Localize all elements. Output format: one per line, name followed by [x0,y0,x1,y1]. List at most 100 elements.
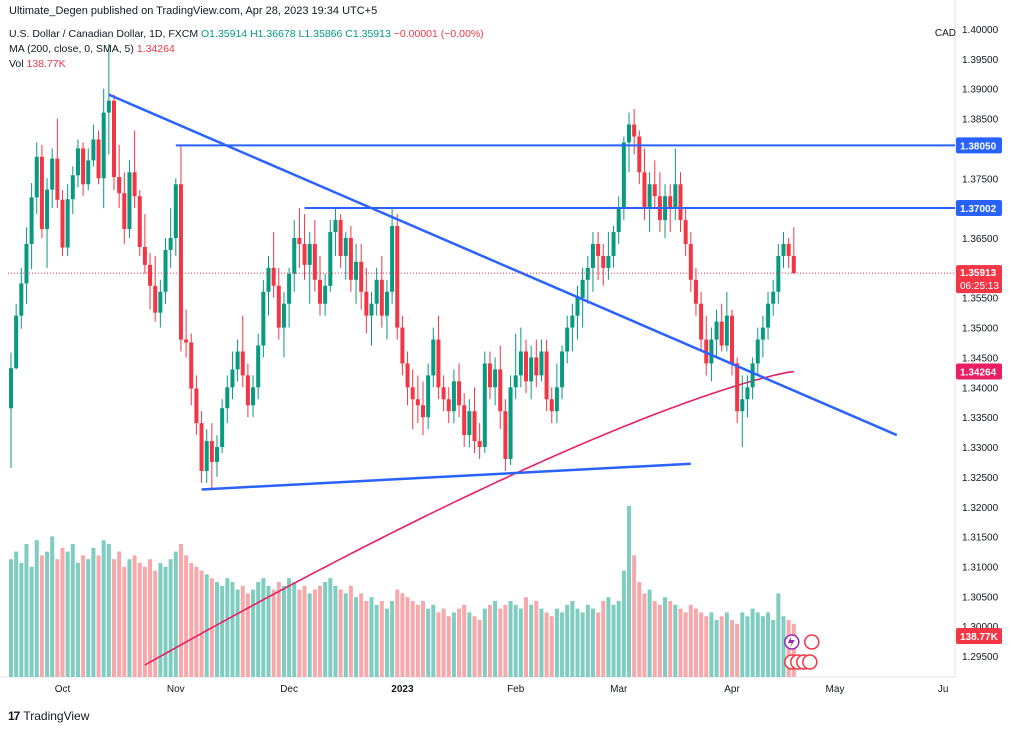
candle-body [776,255,781,292]
tradingview-logo[interactable]: 17 TradingView [8,709,89,723]
volume-bar [374,604,379,677]
volume-bar [379,601,384,677]
x-tick-label: Oct [55,684,71,695]
volume-bar [462,604,467,677]
candle-body [276,285,281,328]
volume-bar [19,563,24,677]
candle-body [487,363,492,388]
vol-legend[interactable]: Vol 138.77K [9,57,66,71]
volume-bar [281,585,286,677]
volume-bar [369,597,374,677]
volume-bar [307,593,312,677]
volume-bar [637,582,642,677]
currency-label: CAD [934,28,956,39]
publisher-line: Ultimate_Degen published on TradingView.… [9,4,377,18]
candle-body [755,339,760,364]
volume-bar [714,620,719,677]
x-tick-label: Apr [724,684,740,695]
volume-bar [225,578,230,677]
ohlc-l-label: L [298,28,305,40]
ohlc-open: 1.35914 [209,28,248,40]
y-tick-label: 1.34000 [962,383,999,394]
candle-body [364,291,369,316]
volume-bar [9,559,13,677]
candle-body [652,184,657,197]
y-tick-label: 1.34500 [962,353,999,364]
candle-body [745,387,750,400]
candle-body [524,351,528,382]
y-tick-label: 1.37500 [962,174,999,185]
y-tick-label: 1.32000 [962,503,999,514]
volume-bar [81,555,86,677]
candle-body [740,399,745,412]
volume-bar [405,597,410,677]
candle-body [245,375,250,406]
candle-body [112,100,116,178]
volume-bar [338,589,343,677]
volume-bar [215,582,219,677]
ohlc-o-label: O [201,28,210,40]
volume-bar [446,616,451,677]
volume-bar [673,604,678,677]
volume-bar [513,604,518,677]
y-tick-label: 1.29500 [962,652,999,663]
ma-value: 1.34264 [136,43,175,55]
volume-bar [184,555,189,677]
volume-bar [508,601,513,677]
volume-bar [735,623,740,677]
volume-bar [292,582,297,677]
candle-body [616,208,621,233]
volume-bar [220,585,225,677]
candle-body [719,321,724,346]
x-tick-label: May [826,684,845,695]
symbol-legend[interactable]: U.S. Dollar / Canadian Dollar, 1D, FXCM … [9,27,484,41]
tradingview-brand: TradingView [23,709,90,723]
x-tick-label: 2023 [391,684,414,695]
volume-bar [632,555,637,677]
candle-body [786,243,791,256]
candle-body [333,220,338,233]
volume-bar [199,570,204,677]
ohlc-close: 1.35913 [352,28,391,40]
volume-bar [266,585,271,677]
volume-bar [29,566,34,677]
volume-bar [235,589,240,677]
resistance-upper-label-bg [956,137,1002,154]
volume-bar [256,582,261,677]
candle-body [395,226,400,328]
us-flag-event-icon [804,634,820,650]
candle-body [518,351,523,376]
volume-bar [106,544,111,677]
volume-bar [55,559,60,677]
candle-body [446,399,451,412]
publisher-text: Ultimate_Degen published on TradingView.… [9,5,378,17]
volume-value-label: 138.77K [960,632,999,643]
candle-body [554,387,559,412]
candle-body [668,196,673,209]
candle-body [529,357,534,382]
volume-bar [70,544,75,677]
volume-bar [451,612,456,677]
candle-body [14,315,19,369]
candle-body [415,399,420,406]
volume-bar [482,608,487,677]
volume-bar [724,612,729,677]
ma-legend[interactable]: MA (200, close, 0, SMA, 5) 1.34264 [9,42,175,56]
candle-body [462,405,467,436]
candle-body [374,279,379,304]
volume-bar [318,585,322,677]
candle-body [91,139,96,161]
candle-body [189,342,194,389]
volume-bar [189,563,194,677]
volume-bar [766,612,771,677]
candle-body [400,327,405,364]
candle-body [354,261,359,280]
candle-body [122,193,127,230]
y-tick-label: 1.39500 [962,55,999,66]
volume-bar [333,585,338,677]
ma-value-label: 1.34264 [960,368,997,379]
volume-bar [539,608,544,677]
volume-bar [122,566,127,677]
